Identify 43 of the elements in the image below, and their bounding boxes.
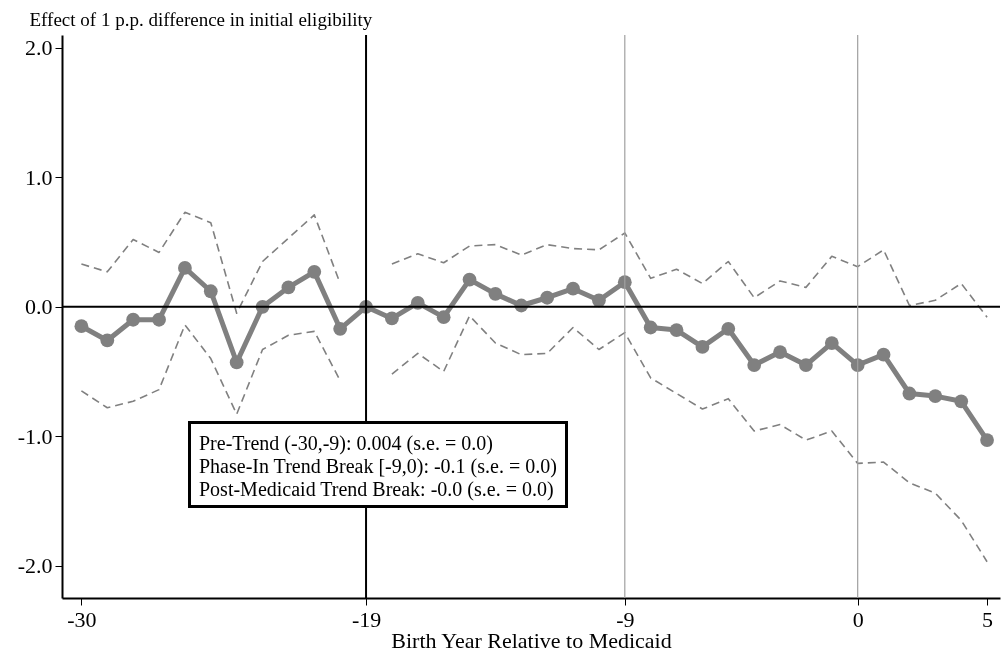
point <box>902 386 917 401</box>
point <box>152 312 166 327</box>
point <box>385 311 399 326</box>
point <box>126 312 141 327</box>
point <box>307 264 322 279</box>
x-tick-label: -30 <box>67 606 97 632</box>
y-tick-label: -1.0 <box>17 423 53 449</box>
point <box>721 321 736 336</box>
point <box>488 286 503 301</box>
point <box>74 319 89 334</box>
point <box>462 272 477 287</box>
point <box>436 310 451 325</box>
y-tick-label: -2.0 <box>17 553 53 579</box>
y-axis-title: Effect of 1 p.p. difference in initial eligibility <box>29 8 373 30</box>
point <box>643 320 658 335</box>
point <box>592 293 606 308</box>
annotation: Post-Medicaid Trend Break: -0.0 (s.e. = 0.0) <box>199 478 555 501</box>
point <box>928 389 943 403</box>
point <box>799 358 813 372</box>
point <box>876 347 891 362</box>
point <box>178 261 192 275</box>
y-tick-label: 1.0 <box>25 164 53 190</box>
y-tick-label: 0.0 <box>25 294 53 320</box>
point <box>333 321 348 336</box>
point <box>566 281 580 296</box>
point <box>281 280 296 295</box>
annotation: Pre-Trend (-30,-9): 0.004 (s.e. = 0.0) <box>199 432 494 455</box>
point <box>747 358 762 372</box>
point <box>203 284 218 299</box>
point <box>773 345 787 359</box>
x-tick-label: 5 <box>982 606 994 632</box>
x-tick-label: 0 <box>852 606 864 632</box>
point <box>824 336 839 350</box>
point <box>669 323 684 337</box>
point <box>695 340 710 354</box>
annotation: Phase-In Trend Break [-9,0): -0.1 (s.e. = 0.0) <box>199 455 557 478</box>
point <box>100 333 115 348</box>
point <box>954 394 969 409</box>
y-tick-label: 2.0 <box>25 35 53 61</box>
x-tick-label: -19 <box>351 606 382 632</box>
point <box>229 355 244 370</box>
point <box>980 433 994 447</box>
point <box>540 290 555 305</box>
